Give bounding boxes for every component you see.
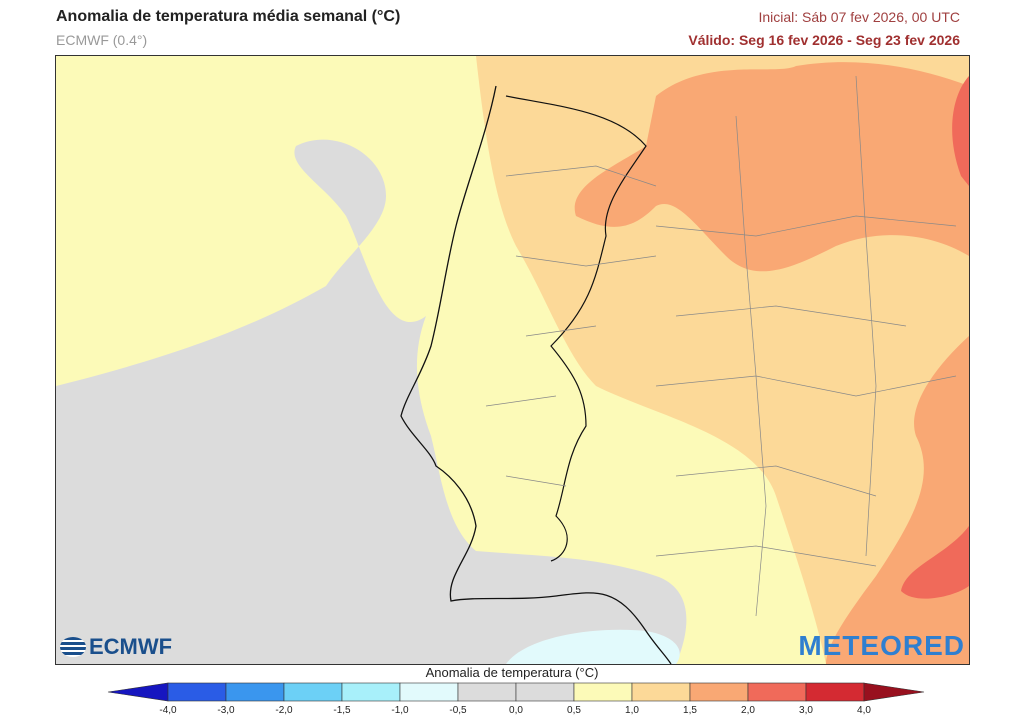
colorbar-tick-label: 3,0 (799, 705, 813, 716)
meteored-logo: METEORED (798, 630, 965, 661)
colorbar-segment (167, 682, 227, 702)
initial-time: Inicial: Sáb 07 fev 2026, 00 UTC (758, 9, 960, 25)
colorbar-tick-label: -0,5 (449, 705, 467, 716)
ecmwf-globe-icon (60, 637, 86, 657)
anomaly-fill-cool (506, 629, 680, 664)
colorbar-segment (341, 682, 401, 702)
colorbar-segment (689, 682, 749, 702)
colorbar-segment (225, 682, 285, 702)
map-canvas (56, 56, 969, 664)
anomaly-fill-neutral (56, 139, 687, 664)
colorbar-tick-label: 0,0 (509, 705, 523, 716)
colorbar-segment (631, 682, 691, 702)
anomaly-fill-2-3 (901, 76, 969, 599)
colorbar-over-triangle (863, 682, 925, 702)
colorbar-segment (399, 682, 459, 702)
border-portugal-spain (505, 95, 647, 562)
map-title: Anomalia de temperatura média semanal (°… (56, 8, 401, 25)
colorbar-tick-label: -4,0 (159, 705, 177, 716)
ecmwf-logo: ECMWF (60, 634, 172, 660)
colorbar-segment (515, 682, 575, 702)
colorbar (107, 682, 925, 702)
anomaly-map: ECMWF METEORED (55, 55, 970, 665)
ecmwf-logo-text: ECMWF (89, 634, 173, 659)
colorbar-tick-label: -2,0 (275, 705, 293, 716)
colorbar-tick-label: -1,5 (333, 705, 351, 716)
coastline (400, 85, 672, 664)
colorbar-segment (805, 682, 865, 702)
colorbar-under-triangle (107, 682, 169, 702)
colorbar-segment (457, 682, 517, 702)
colorbar-tick-label: 1,0 (625, 705, 639, 716)
colorbar-segment (573, 682, 633, 702)
colorbar-tick-label: 0,5 (567, 705, 581, 716)
colorbar-tick-label: -1,0 (391, 705, 409, 716)
valid-period: Válido: Seg 16 fev 2026 - Seg 23 fev 202… (688, 32, 960, 48)
colorbar-title: Anomalia de temperatura (°C) (425, 665, 599, 680)
colorbar-segment (747, 682, 807, 702)
colorbar-tick-label: 2,0 (741, 705, 755, 716)
admin-borders (485, 75, 957, 617)
model-label: ECMWF (0.4°) (56, 32, 148, 48)
colorbar-tick-label: 1,5 (683, 705, 697, 716)
colorbar-segment (283, 682, 343, 702)
anomaly-fill-1.5-2 (574, 62, 969, 272)
colorbar-tick-label: -3,0 (217, 705, 235, 716)
colorbar-tick-label: 4,0 (857, 705, 871, 716)
